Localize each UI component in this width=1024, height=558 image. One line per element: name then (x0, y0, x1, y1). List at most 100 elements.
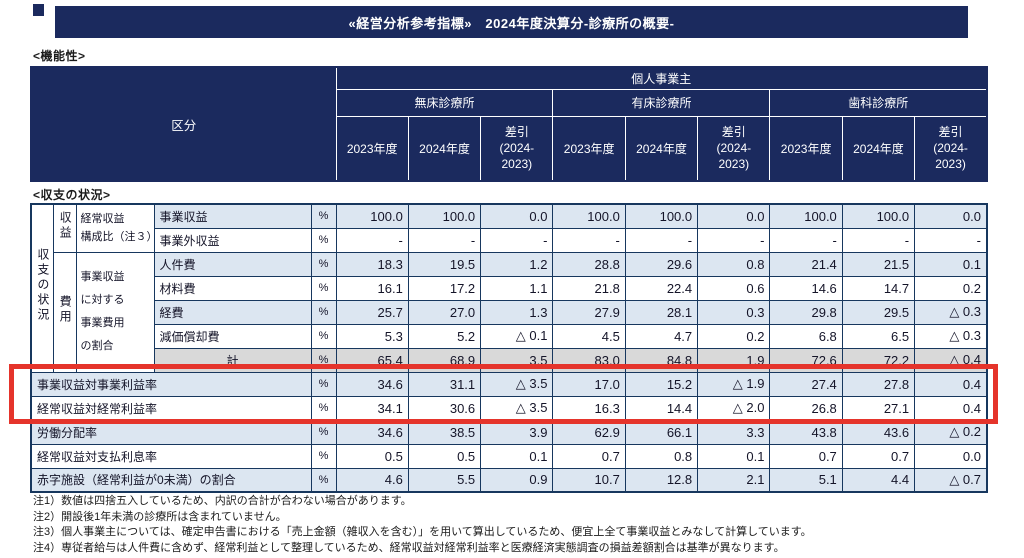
income-table: 収支の状況 収益 経常収益 構成比（注３） 事業収益 % 100.0 100.0 0… (30, 203, 988, 493)
value-cell: 29.8 (769, 299, 843, 325)
row-label: 経常収益対経常利益率 (30, 395, 312, 421)
diff-column-header: 差引 (2024- 2023) (914, 115, 988, 182)
value-cell: 34.1 (335, 395, 409, 421)
value-cell: 28.1 (624, 299, 699, 325)
value-cell: 27.8 (841, 371, 916, 397)
note-line: 注1）数値は四捨五入しているため、内訳の合計が合わない場合があります。 (33, 495, 412, 507)
value-cell: 30.6 (407, 395, 482, 421)
value-cell: 22.4 (624, 275, 699, 301)
value-cell: 100.0 (841, 203, 916, 229)
value-cell: 17.2 (407, 275, 482, 301)
value-cell: 0.0 (697, 203, 771, 229)
value-cell: 26.8 (769, 395, 843, 421)
value-cell: 15.2 (624, 371, 699, 397)
group-expense-desc: 事業収益 に対する 事業費用 の割合 (75, 251, 155, 373)
facility-group-header: 歯科診療所 (769, 88, 988, 117)
value-cell: 0.9 (480, 467, 554, 493)
value-cell: 27.4 (769, 371, 843, 397)
header-kubun: 区分 (30, 66, 337, 182)
value-cell: 0.5 (335, 443, 409, 469)
value-cell: 0.4 (914, 395, 988, 421)
value-cell: 3.5 (480, 347, 554, 373)
value-cell: 16.3 (552, 395, 626, 421)
value-cell: 3.3 (697, 419, 771, 445)
unit-cell: % (310, 251, 337, 277)
side-label-vertical: 収支の状況 (30, 203, 54, 373)
unit-cell: % (310, 227, 337, 253)
value-cell: - (480, 227, 554, 253)
value-cell: △ 2.0 (697, 395, 771, 421)
value-cell: 0.8 (624, 443, 699, 469)
value-cell: 4.7 (624, 323, 699, 349)
value-cell: - (769, 227, 843, 253)
value-cell: 18.3 (335, 251, 409, 277)
value-cell: 66.1 (624, 419, 699, 445)
year-column-header: 2024年度 (407, 115, 482, 182)
page-title: «経営分析参考指標» 2024年度決算分-診療所の概要- (348, 15, 675, 31)
value-cell: 5.1 (769, 467, 843, 493)
value-cell: 100.0 (624, 203, 699, 229)
header-group-owner: 個人事業主 (335, 66, 988, 90)
value-cell: - (624, 227, 699, 253)
row-label: 経常収益対支払利息率 (30, 443, 312, 469)
value-cell: △ 0.2 (914, 419, 988, 445)
title-bar: «経営分析参考指標» 2024年度決算分-診療所の概要- (55, 6, 968, 38)
value-cell: 100.0 (407, 203, 482, 229)
diff-column-header: 差引 (2024- 2023) (480, 115, 554, 182)
value-cell: - (841, 227, 916, 253)
value-cell: 84.8 (624, 347, 699, 373)
value-cell: 28.8 (552, 251, 626, 277)
value-cell: 43.6 (841, 419, 916, 445)
unit-cell: % (310, 347, 337, 373)
value-cell: 0.2 (697, 323, 771, 349)
unit-cell: % (310, 299, 337, 325)
value-cell: △ 0.4 (914, 347, 988, 373)
value-cell: 19.5 (407, 251, 482, 277)
row-label: 材料費 (153, 275, 312, 301)
value-cell: 4.4 (841, 467, 916, 493)
row-label: 事業収益 (153, 203, 312, 229)
value-cell: 0.5 (407, 443, 482, 469)
value-cell: 0.1 (697, 443, 771, 469)
value-cell: △ 3.5 (480, 371, 554, 397)
value-cell: 14.4 (624, 395, 699, 421)
value-cell: △ 0.3 (914, 299, 988, 325)
row-label-total: 計 (153, 347, 312, 373)
value-cell: - (407, 227, 482, 253)
unit-cell: % (310, 275, 337, 301)
value-cell: 62.9 (552, 419, 626, 445)
value-cell: 27.9 (552, 299, 626, 325)
value-cell: - (697, 227, 771, 253)
value-cell: 1.2 (480, 251, 554, 277)
value-cell: 0.7 (552, 443, 626, 469)
value-cell: 21.5 (841, 251, 916, 277)
diff-column-header: 差引 (2024- 2023) (697, 115, 771, 182)
group-income-desc: 経常収益 構成比（注３） (75, 203, 155, 253)
year-column-header: 2023年度 (335, 115, 409, 182)
value-cell: 65.4 (335, 347, 409, 373)
year-column-header: 2024年度 (624, 115, 699, 182)
value-cell: 34.6 (335, 371, 409, 397)
value-cell: 16.1 (335, 275, 409, 301)
value-cell: 2.1 (697, 467, 771, 493)
value-cell: △ 0.1 (480, 323, 554, 349)
value-cell: 4.6 (335, 467, 409, 493)
value-cell: 0.0 (914, 203, 988, 229)
value-cell: △ 1.9 (697, 371, 771, 397)
value-cell: 10.7 (552, 467, 626, 493)
value-cell: 100.0 (552, 203, 626, 229)
unit-cell: % (310, 203, 337, 229)
value-cell: 72.2 (841, 347, 916, 373)
value-cell: 5.2 (407, 323, 482, 349)
group-expense-vertical: 費用 (52, 251, 77, 373)
value-cell: 0.0 (914, 443, 988, 469)
value-cell: 5.5 (407, 467, 482, 493)
value-cell: 21.4 (769, 251, 843, 277)
note-line: 注2）開設後1年未満の診療所は含まれていません。 (33, 510, 287, 523)
value-cell: 0.7 (769, 443, 843, 469)
value-cell: 38.5 (407, 419, 482, 445)
value-cell: 12.8 (624, 467, 699, 493)
value-cell: 1.9 (697, 347, 771, 373)
value-cell: 0.2 (914, 275, 988, 301)
